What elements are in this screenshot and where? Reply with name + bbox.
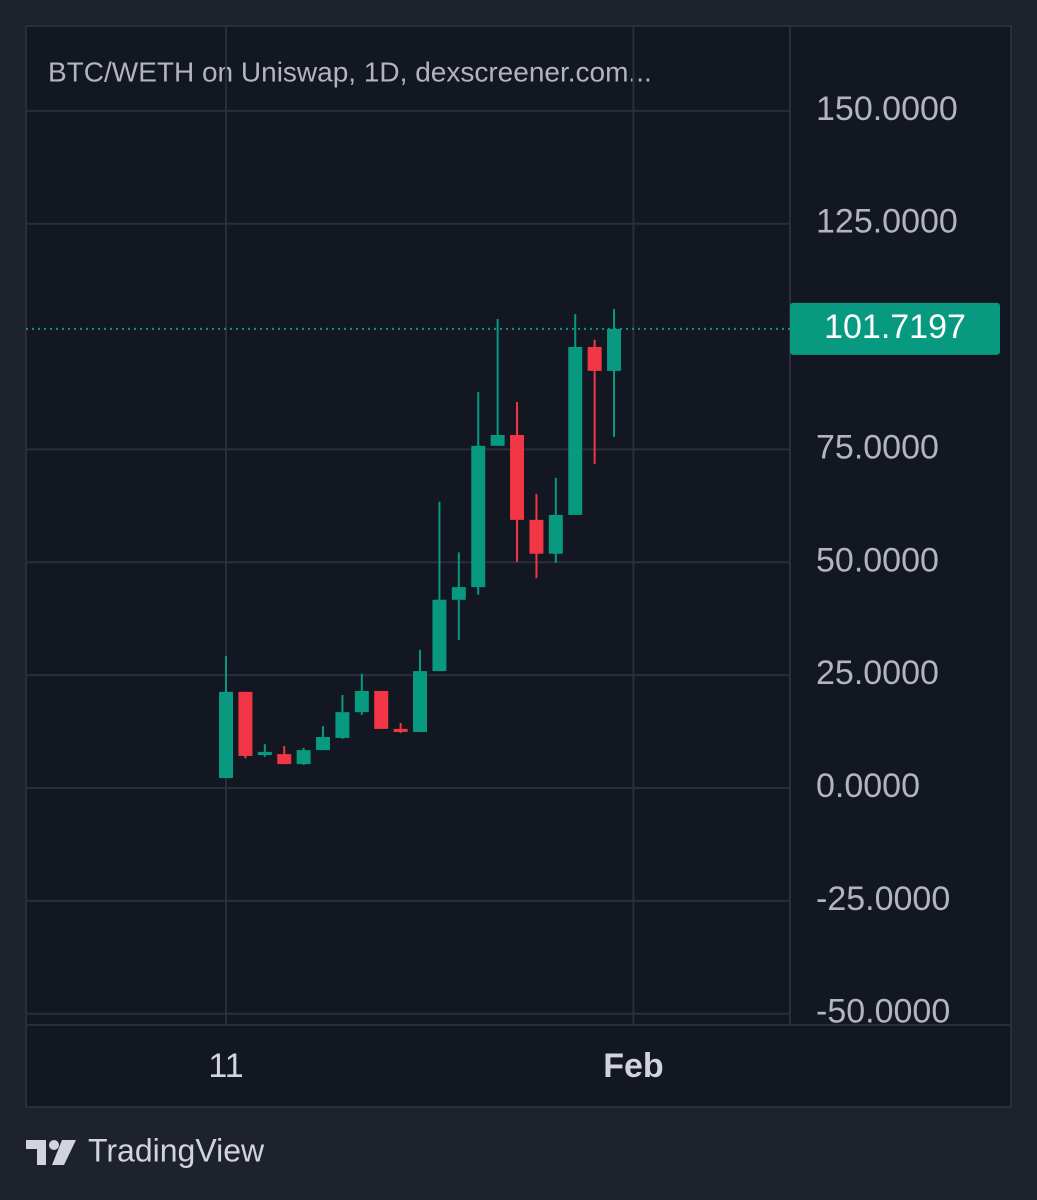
candle-body <box>277 754 292 765</box>
candle-body <box>607 328 622 371</box>
logo <box>26 1140 76 1165</box>
candle-body <box>393 728 408 733</box>
candle-body <box>451 587 466 600</box>
candle-body <box>432 599 447 672</box>
y-tick-label: 25.0000 <box>816 654 939 692</box>
chart-title: BTC/WETH on Uniswap, 1D, dexscreener.com… <box>48 56 652 87</box>
candle-body <box>219 691 234 779</box>
candle-body <box>587 346 602 371</box>
y-tick-label: 0.0000 <box>816 767 920 805</box>
candle-body <box>354 690 369 713</box>
candle-body <box>374 690 389 729</box>
x-tick-label: 11 <box>208 1047 243 1085</box>
y-tick-label: 75.0000 <box>816 428 939 466</box>
x-tick-label: Feb <box>603 1047 663 1085</box>
candle-body <box>238 691 253 756</box>
last-price-label: 101.7197 <box>824 308 966 346</box>
candle-body <box>316 736 331 751</box>
candle-body <box>296 750 311 765</box>
y-tick-label: -50.0000 <box>816 993 950 1031</box>
candle-body <box>529 519 544 554</box>
y-tick-label: 150.0000 <box>816 90 958 128</box>
chart-panel <box>25 25 1012 1108</box>
candle-body <box>510 434 525 520</box>
candle-body <box>335 712 350 738</box>
candle-body <box>413 671 428 733</box>
candle-body <box>471 445 486 588</box>
candle-body <box>490 434 505 446</box>
y-tick-label: 50.0000 <box>816 541 939 579</box>
last-price-box <box>790 302 1000 355</box>
candle-body <box>257 751 272 756</box>
candle-body <box>568 346 583 515</box>
y-tick-label: 125.0000 <box>816 203 958 241</box>
brand: TradingView <box>88 1132 265 1168</box>
candle-body <box>548 514 563 554</box>
y-tick-label: -25.0000 <box>816 880 950 918</box>
